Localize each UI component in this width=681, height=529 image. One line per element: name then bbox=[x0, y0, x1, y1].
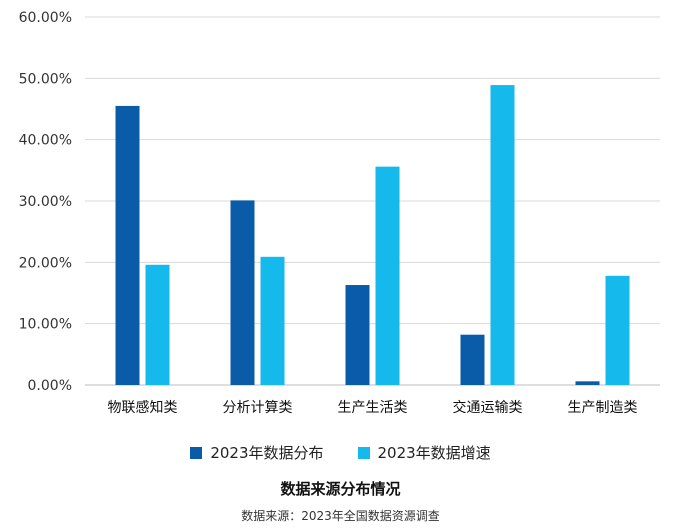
legend-label-growth: 2023年数据增速 bbox=[377, 444, 491, 462]
bar-distribution bbox=[460, 334, 485, 385]
legend-item-growth: 2023年数据增速 bbox=[357, 442, 491, 463]
y-tick-label: 60.00% bbox=[19, 10, 72, 26]
y-tick-label: 0.00% bbox=[28, 378, 72, 394]
x-category-label: 物联感知类 bbox=[108, 399, 178, 416]
bar-growth bbox=[490, 85, 515, 385]
bar-distribution bbox=[115, 105, 140, 385]
x-category-label: 交通运输类 bbox=[453, 399, 523, 416]
y-tick-label: 30.00% bbox=[19, 194, 72, 210]
legend: 2023年数据分布 2023年数据增速 bbox=[0, 442, 681, 463]
y-tick-label: 10.00% bbox=[19, 317, 72, 333]
bar-growth bbox=[260, 256, 285, 385]
legend-swatch-distribution bbox=[190, 446, 203, 459]
bar-distribution bbox=[575, 381, 600, 385]
chart-source: 数据来源：2023年全国数据资源调查 bbox=[241, 509, 440, 523]
y-tick-label: 40.00% bbox=[19, 133, 72, 149]
bar-growth bbox=[375, 166, 400, 385]
y-tick-label: 20.00% bbox=[19, 255, 72, 271]
x-category-label: 生产生活类 bbox=[338, 400, 408, 416]
legend-item-distribution: 2023年数据分布 bbox=[190, 442, 324, 463]
chart-title: 数据来源分布情况 bbox=[280, 480, 401, 498]
legend-label-distribution: 2023年数据分布 bbox=[210, 444, 324, 462]
bar-distribution bbox=[345, 285, 370, 385]
y-tick-label: 50.00% bbox=[19, 71, 72, 87]
x-category-label: 生产制造类 bbox=[568, 400, 638, 416]
x-category-label: 分析计算类 bbox=[223, 400, 293, 416]
bar-growth bbox=[145, 264, 170, 385]
legend-swatch-growth bbox=[357, 446, 370, 459]
bar-growth bbox=[605, 275, 630, 385]
bar-chart: 0.00% 10.00% 20.00% 30.00% 40.00% 50.00% 60.00… bbox=[19, 10, 660, 416]
bar-distribution bbox=[230, 200, 255, 385]
